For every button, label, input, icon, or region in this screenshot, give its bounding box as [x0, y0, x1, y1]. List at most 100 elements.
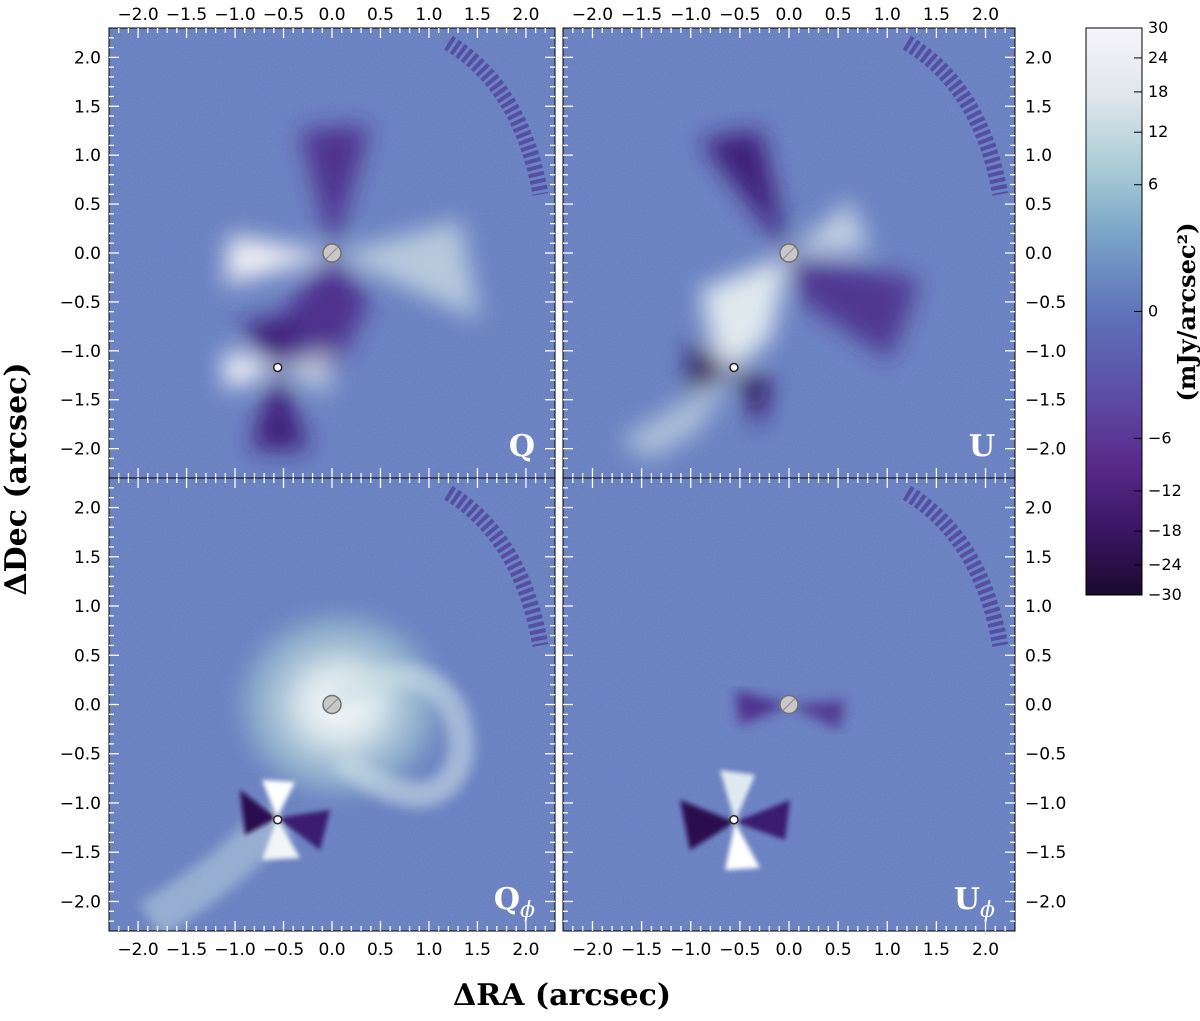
lobe-negative [240, 320, 300, 368]
x-tick-label: 0.0 [775, 5, 802, 25]
lobe-negative [690, 340, 735, 395]
colorbar-tick-label: 6 [1148, 175, 1158, 194]
mask-hatch [325, 246, 339, 260]
x-tick-label: 0.0 [318, 5, 345, 25]
x-tick-label: −0.5 [719, 940, 760, 960]
x-tick-label: −2.0 [117, 5, 158, 25]
x-tick-label: −1.0 [214, 940, 255, 960]
y-tick-label: 0.5 [1025, 646, 1052, 666]
x-tick-label: −0.5 [719, 5, 760, 25]
panel-label: U [969, 429, 995, 464]
colorbar-tick-label: −30 [1148, 585, 1182, 604]
y-tick-label: −2.0 [1025, 892, 1066, 912]
x-tick-label: −1.0 [214, 5, 255, 25]
y-tick-label: −1.0 [60, 342, 101, 362]
lobe-positive [262, 818, 300, 860]
y-tick-label: −2.0 [60, 440, 101, 460]
axes-layer: −2.0 −2.0 −1.5 −1.5 −1.0 −1.0 −0.5 −0.5 0.0 0.0 0.… [60, 5, 1067, 960]
y-tick-label: −0.5 [60, 293, 101, 313]
colorbar-tick-label: −18 [1148, 521, 1182, 540]
x-tick-label: 2.0 [512, 5, 539, 25]
secondary-star-marker [272, 362, 283, 373]
colorbar-gradient [1085, 27, 1143, 596]
mask-hatch [782, 246, 796, 260]
y-tick-label: 1.5 [1025, 97, 1052, 117]
y-tick-label: −0.5 [1025, 293, 1066, 313]
colorbar-tick-label: −6 [1148, 428, 1172, 447]
x-tick-label: 2.0 [512, 940, 539, 960]
x-tick-label: 2.0 [972, 5, 999, 25]
x-tick-label: −1.5 [166, 940, 207, 960]
y-tick-label: 0.0 [1025, 696, 1052, 716]
lobe-positive [720, 770, 755, 822]
colorbar-tick-label: 30 [1148, 18, 1168, 37]
x-tick-label: 1.5 [923, 940, 950, 960]
x-tick-label: 2.0 [972, 940, 999, 960]
x-tick-label: 0.5 [825, 5, 852, 25]
lobe-negative [277, 810, 330, 850]
lobe-positive [277, 350, 330, 395]
x-tick-label: −2.0 [572, 5, 613, 25]
lobe-positive [620, 370, 735, 460]
y-tick-label: −1.0 [1025, 342, 1066, 362]
artifact-arc [902, 35, 1009, 196]
artifact-arc [444, 35, 549, 196]
artifact-arc [902, 485, 1009, 647]
colorbar-tick-label: 24 [1148, 48, 1168, 67]
x-tick-label: 1.0 [874, 5, 901, 25]
lobe-negative [250, 368, 310, 450]
lobe-positive [225, 350, 277, 390]
x-tick-label: −2.0 [117, 940, 158, 960]
y-tick-label: 1.5 [74, 97, 101, 117]
y-tick-label: 0.5 [1025, 195, 1052, 215]
lobe-negative [680, 800, 735, 850]
y-axis-title: ΔDec (arcsec) [0, 362, 34, 595]
x-tick-label: 1.0 [874, 940, 901, 960]
y-tick-label: 1.0 [74, 597, 101, 617]
lobe-negative [789, 255, 920, 360]
y-tick-label: −0.5 [1025, 745, 1066, 765]
y-tick-label: 0.0 [1025, 244, 1052, 264]
colorbar-tick-label: 0 [1148, 302, 1158, 321]
spiral-arm [325, 663, 475, 808]
y-tick-label: 0.5 [74, 195, 101, 215]
secondary-star-marker [729, 814, 739, 825]
y-tick-label: −2.0 [1025, 440, 1066, 460]
x-tick-label: −0.5 [263, 5, 304, 25]
lobe-negative [300, 125, 370, 255]
lobe-positive [262, 780, 295, 818]
colorbar-tick-label: −24 [1148, 555, 1182, 574]
y-tick-label: −1.5 [60, 391, 101, 411]
x-tick-label: 0.0 [775, 940, 802, 960]
x-tick-label: −1.0 [670, 940, 711, 960]
x-tick-label: 1.0 [415, 940, 442, 960]
x-tick-label: −1.5 [621, 5, 662, 25]
y-tick-label: −1.5 [1025, 391, 1066, 411]
y-tick-label: −1.5 [1025, 843, 1066, 863]
panel-q [109, 28, 555, 478]
y-tick-label: −1.5 [60, 843, 101, 863]
lobe-positive [333, 220, 480, 320]
lobe-negative [735, 690, 789, 725]
x-axis-title: ΔRA (arcsec) [453, 978, 671, 1013]
x-tick-label: 0.5 [367, 5, 394, 25]
lobe-negative [789, 700, 845, 730]
y-tick-label: 0.5 [74, 646, 101, 666]
artifact-arc [444, 485, 549, 647]
colorbar-tick-label: 12 [1148, 122, 1168, 141]
lobe-negative [735, 800, 790, 840]
y-tick-label: 0.0 [74, 244, 101, 264]
y-tick-label: 1.0 [74, 146, 101, 166]
lobe-negative [240, 790, 277, 835]
x-tick-label: 1.5 [464, 5, 491, 25]
x-tick-label: 0.5 [825, 940, 852, 960]
x-tick-label: 1.5 [464, 940, 491, 960]
colorbar: 30 24 18 12 6 0 −6 −12 −18 −24 −30 (mJy/arcsec²) [1085, 18, 1200, 604]
mask-hatch [325, 698, 339, 711]
x-tick-label: −1.5 [621, 940, 662, 960]
colorbar-tick-label: −12 [1148, 481, 1182, 500]
y-tick-label: 1.0 [1025, 597, 1052, 617]
x-tick-label: 1.0 [415, 5, 442, 25]
x-tick-label: −1.0 [670, 5, 711, 25]
y-tick-label: −0.5 [60, 745, 101, 765]
